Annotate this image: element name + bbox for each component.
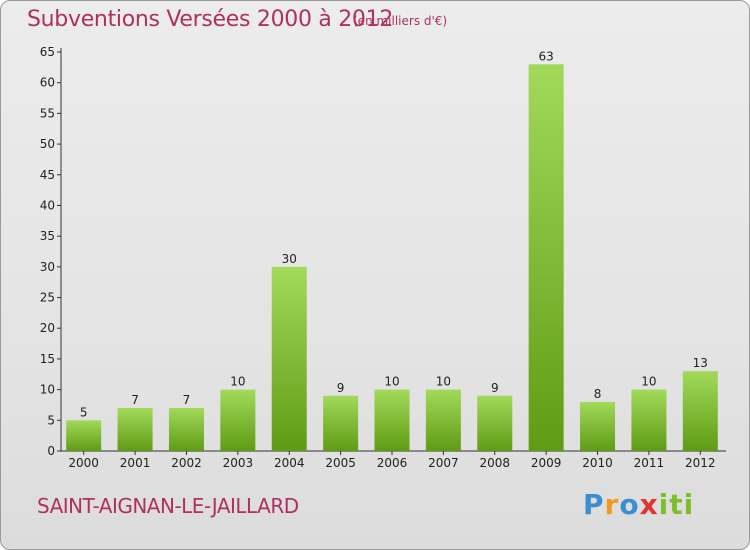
bar-2003 — [220, 389, 256, 451]
proxiti-logo[interactable]: Proxiti — [583, 488, 695, 521]
x-tick-label: 2010 — [582, 456, 613, 470]
y-tick-label: 10 — [40, 383, 55, 397]
y-tick-label: 35 — [40, 229, 55, 243]
bar-2002 — [168, 408, 204, 451]
data-label: 10 — [230, 375, 245, 389]
bar-2008 — [477, 395, 513, 451]
x-tick-label: 2012 — [685, 456, 716, 470]
data-label: 10 — [641, 375, 656, 389]
bar-2011 — [631, 389, 667, 451]
chart-subtitle: (en milliers d'€) — [353, 14, 448, 28]
data-label: 63 — [539, 49, 554, 63]
y-tick-label: 15 — [40, 352, 55, 366]
data-label: 5 — [80, 405, 88, 419]
y-tick-label: 25 — [40, 291, 55, 305]
data-label: 9 — [491, 381, 499, 395]
data-label: 7 — [131, 393, 139, 407]
x-tick-label: 2009 — [531, 456, 562, 470]
bar-2012 — [682, 371, 718, 451]
chart-title: Subventions Versées 2000 à 2012 — [27, 7, 394, 32]
y-tick-label: 0 — [47, 444, 55, 458]
chart-bars: 5 7 7 10 30 9 10 10 9 63 8 10 13 — [66, 49, 718, 452]
bar-2010 — [580, 401, 616, 451]
x-tick-label: 2011 — [634, 456, 665, 470]
data-label: 10 — [384, 375, 399, 389]
bar-2004 — [271, 266, 307, 451]
y-tick-label: 40 — [40, 198, 55, 212]
y-tick-label: 45 — [40, 168, 55, 182]
x-tick-label: 2002 — [171, 456, 202, 470]
x-tick-label: 2004 — [274, 456, 305, 470]
location-name: SAINT-AIGNAN-LE-JAILLARD — [37, 494, 299, 518]
bar-2007 — [425, 389, 461, 451]
y-tick-label: 50 — [40, 137, 55, 151]
data-label: 10 — [436, 375, 451, 389]
y-tick-label: 60 — [40, 76, 55, 90]
y-tick-label: 5 — [47, 413, 55, 427]
data-label: 9 — [337, 381, 345, 395]
x-tick-label: 2001 — [120, 456, 151, 470]
x-tick-label: 2006 — [377, 456, 408, 470]
chart-axes: 0 5 10 15 20 25 30 35 40 45 50 55 60 65 2000 2001 2002 20… — [40, 45, 726, 470]
data-label: 7 — [183, 393, 191, 407]
y-tick-label: 65 — [40, 45, 55, 59]
bar-2006 — [374, 389, 410, 451]
y-tick-label: 20 — [40, 321, 55, 335]
x-tick-label: 2000 — [68, 456, 99, 470]
y-tick-label: 30 — [40, 260, 55, 274]
x-tick-label: 2008 — [479, 456, 510, 470]
x-tick-label: 2003 — [223, 456, 254, 470]
bar-2005 — [323, 395, 359, 451]
bar-2001 — [117, 408, 153, 451]
bar-2009 — [528, 64, 564, 452]
bar-2000 — [66, 420, 102, 451]
data-label: 13 — [693, 356, 708, 370]
data-label: 8 — [594, 387, 602, 401]
data-label: 30 — [282, 252, 297, 266]
x-tick-label: 2005 — [325, 456, 356, 470]
x-tick-label: 2007 — [428, 456, 459, 470]
y-tick-label: 55 — [40, 106, 55, 120]
